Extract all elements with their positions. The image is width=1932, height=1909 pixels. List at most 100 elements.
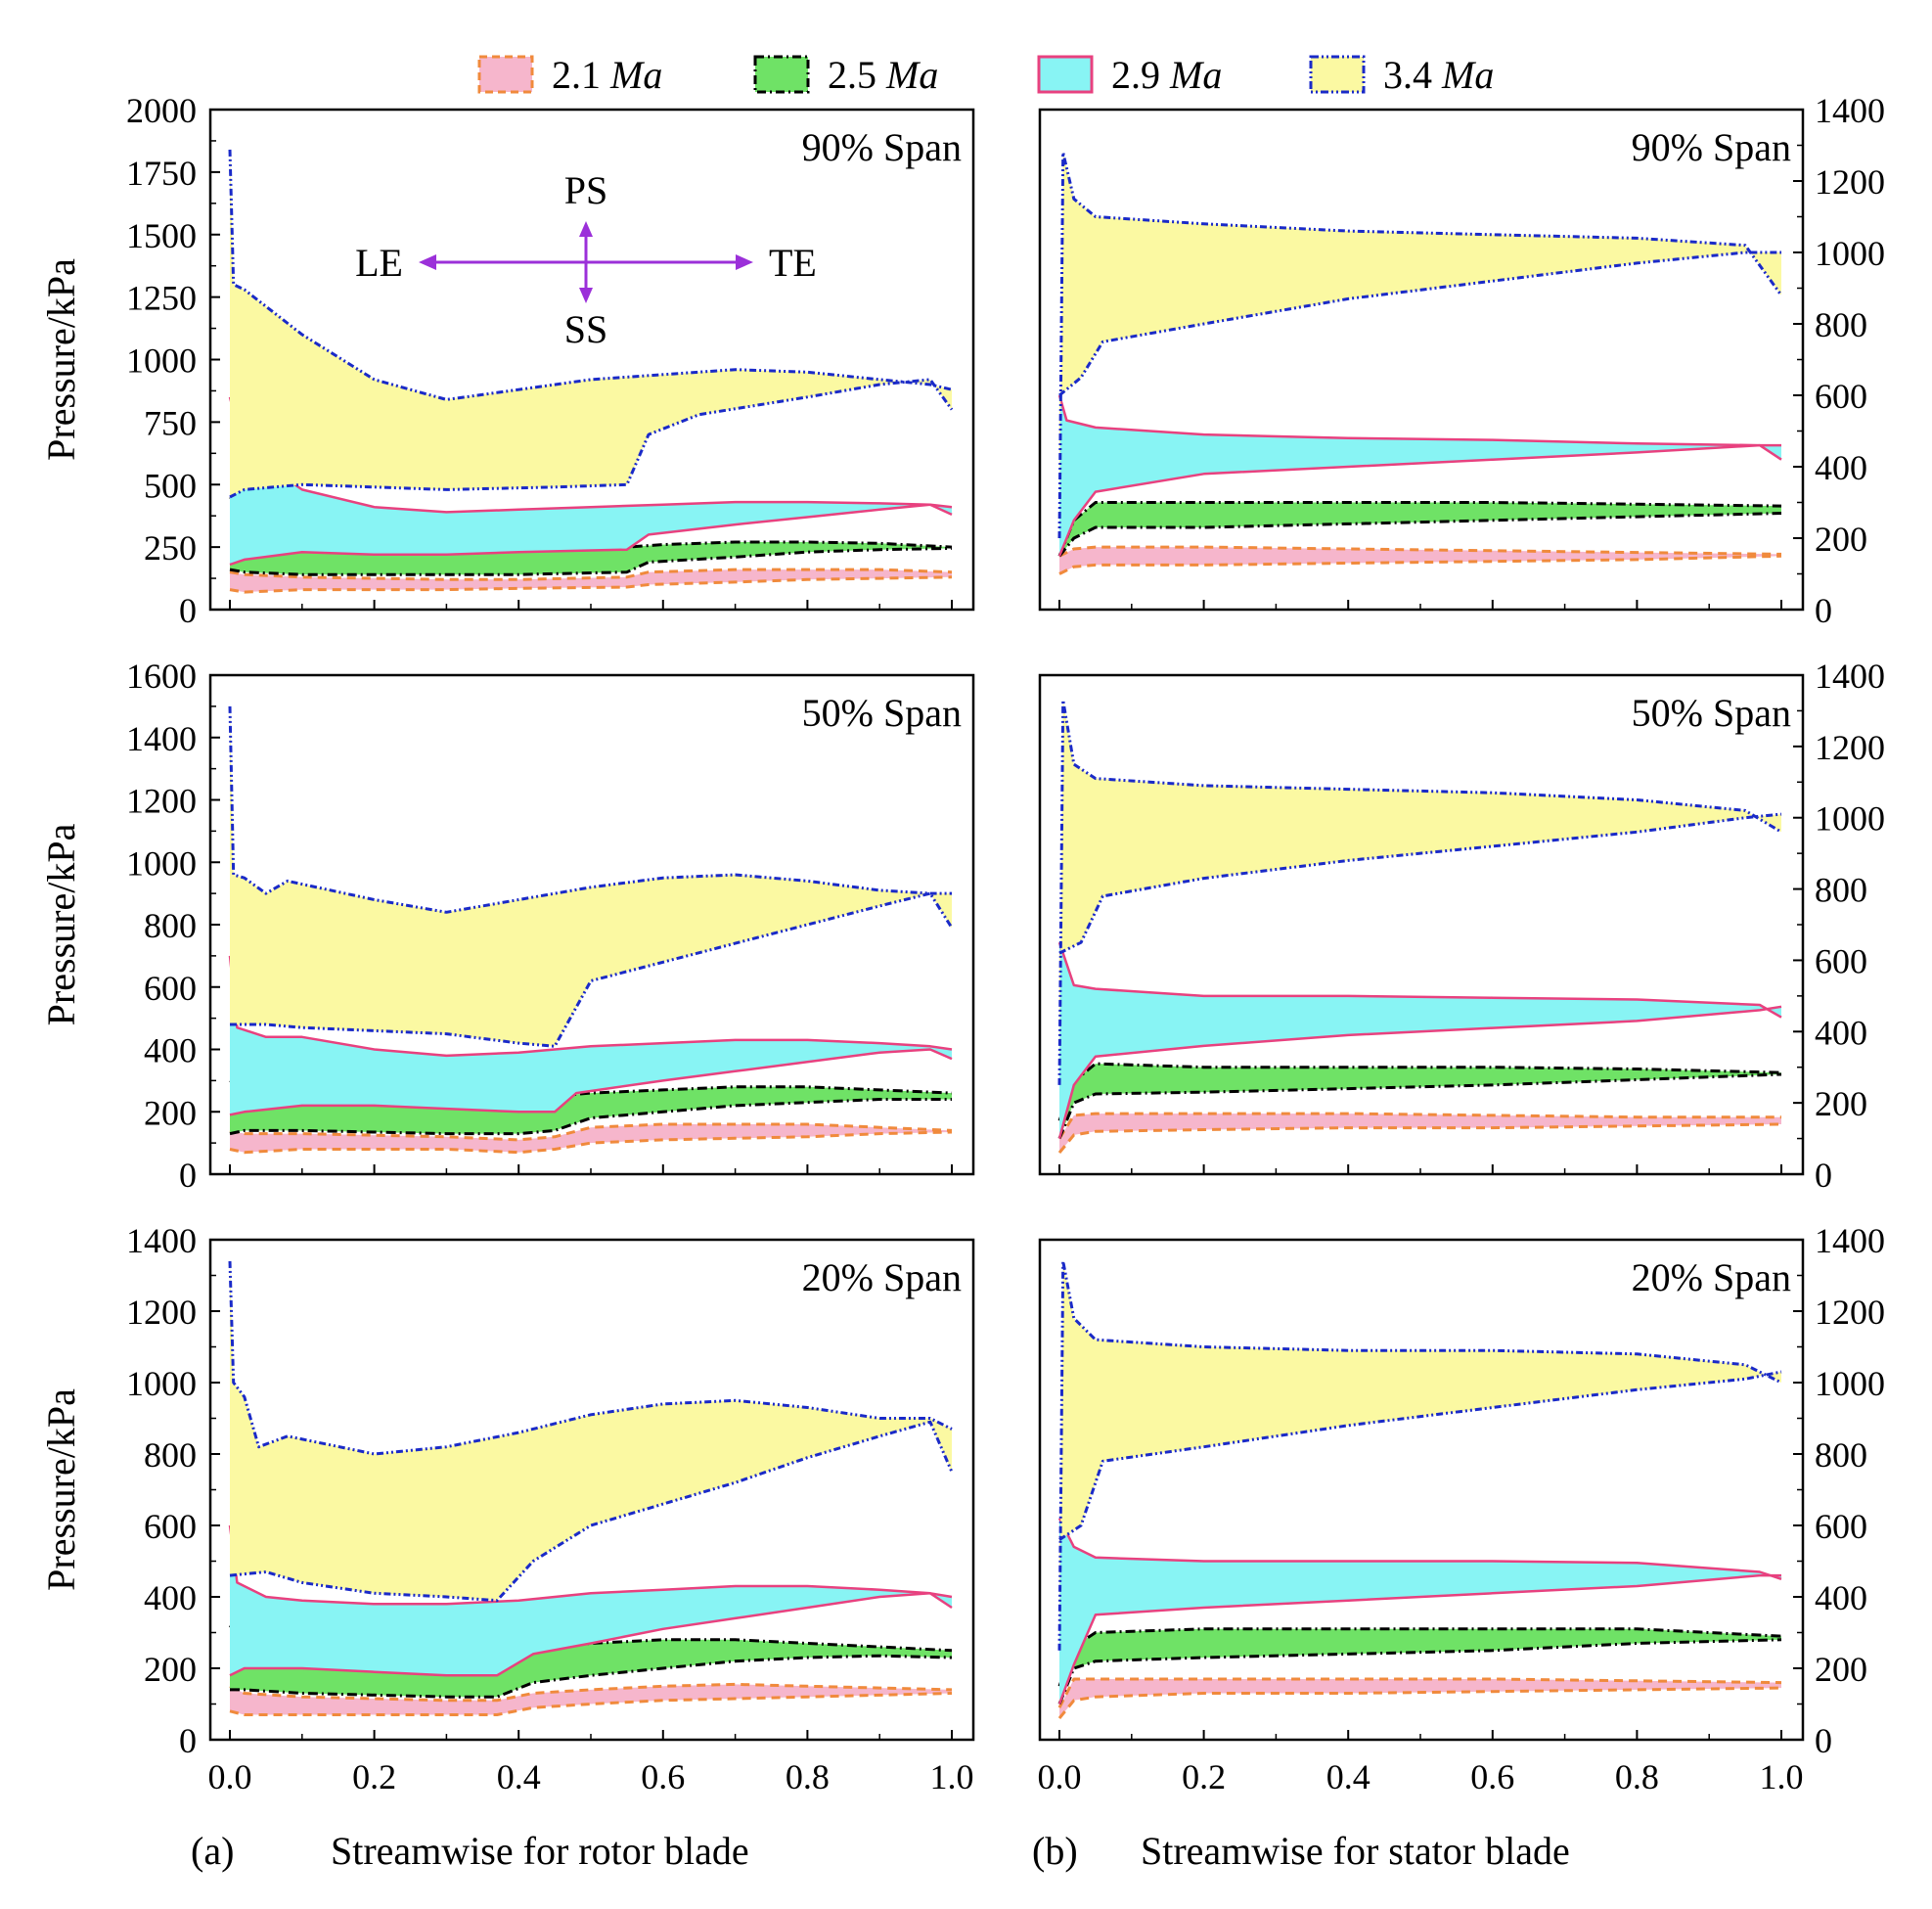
- y-tick-label: 0: [179, 591, 197, 630]
- panel-title: 20% Span: [802, 1255, 962, 1299]
- legend-label-2-1: 2.1 Ma: [552, 53, 662, 97]
- line-upper-3-4-ma: [1057, 699, 1782, 1085]
- line-upper-2-9-ma: [1057, 1518, 1782, 1580]
- plot-area: [228, 149, 954, 594]
- y-tick-label: 800: [1815, 871, 1867, 910]
- panel-rotor-20-span: 0 200 400 600 800 1000 1200 1400 0.0 0.2 0.4 0.6 0.8…: [39, 1221, 975, 1796]
- line-lower-2-9-ma: [229, 1048, 953, 1116]
- band-2-5-ma: [230, 1080, 952, 1134]
- y-tick-label: 600: [144, 1507, 197, 1546]
- x-tick-label: 0.0: [1038, 1757, 1082, 1796]
- line-lower-2-1-ma: [229, 1692, 953, 1716]
- line-lower-2-5-ma: [1057, 1638, 1782, 1705]
- direction-inset: LE TE PS SS: [355, 168, 817, 351]
- band-2-5-ma: [230, 1625, 952, 1698]
- y-tick-label: 1400: [1815, 657, 1885, 696]
- line-lower-3-4-ma: [229, 1420, 954, 1603]
- y-tick-label: 600: [1815, 1507, 1867, 1546]
- y-tick-label: 250: [144, 528, 197, 568]
- band-3-4-ma: [230, 149, 952, 497]
- panel-rotor-50-span: 0 200 400 600 800 1000 1200 1400 1600 50% Span Pre…: [39, 657, 975, 1195]
- line-upper-2-9-ma: [228, 1524, 953, 1606]
- y-tick-label: 200: [144, 1093, 197, 1132]
- band-2-9-ma: [230, 1525, 952, 1676]
- xlabel-rotor: Streamwise for rotor blade: [331, 1829, 749, 1873]
- xlabel-stator: Streamwise for stator blade: [1141, 1829, 1570, 1873]
- band-2-5-ma: [1059, 1064, 1781, 1139]
- line-lower-2-1-ma: [229, 1130, 953, 1155]
- line-lower-2-9-ma: [229, 503, 953, 567]
- inset-ps-label: PS: [564, 168, 608, 212]
- plot-area: [1057, 151, 1783, 575]
- y-tick-label: 1200: [1815, 728, 1885, 767]
- band-3-4-ma: [1059, 1260, 1781, 1651]
- y-tick-label: 1400: [126, 719, 197, 758]
- axes-frame: [1038, 673, 1805, 1176]
- line-lower-2-5-ma: [1057, 1072, 1782, 1140]
- axes-frame: [1038, 1238, 1805, 1742]
- y-tick-label: 1000: [126, 843, 197, 883]
- line-upper-2-9-ma: [228, 955, 953, 1058]
- y-tick-label: 0: [179, 1721, 197, 1760]
- plot-area: [1057, 1259, 1782, 1720]
- x-tick-label: 0.2: [352, 1757, 396, 1796]
- line-lower-3-4-ma: [1058, 250, 1781, 397]
- line-lower-2-9-ma: [1057, 1005, 1782, 1139]
- le-arrowhead-icon: [419, 254, 436, 270]
- x-tick-label: 0.4: [497, 1757, 541, 1796]
- y-tick-label: 1400: [126, 1221, 197, 1260]
- band-2-1-ma: [230, 1684, 952, 1715]
- inset-ss-label: SS: [564, 307, 608, 351]
- y-tick-label: 2000: [126, 91, 197, 130]
- line-lower-2-5-ma: [229, 546, 953, 576]
- band-2-1-ma: [1059, 1114, 1781, 1154]
- band-2-9-ma: [230, 396, 952, 565]
- ps-arrowhead-icon: [579, 221, 593, 237]
- band-3-4-ma: [230, 705, 952, 1047]
- plot-area: [228, 1260, 954, 1716]
- legend: 2.1 Ma 2.5 Ma 2.9 Ma 3.4 Ma: [477, 53, 1494, 97]
- x-tick-label: 1.0: [1760, 1757, 1804, 1796]
- y-tick-label: 0: [1815, 591, 1832, 630]
- y-tick-label: 1400: [1815, 1221, 1885, 1260]
- y-tick-label: 200: [1815, 1650, 1867, 1689]
- line-upper-2-9-ma: [1057, 941, 1782, 1019]
- line-lower-2-1-ma: [1058, 554, 1782, 575]
- line-lower-2-1-ma: [229, 575, 953, 594]
- inset-te-label: TE: [769, 241, 817, 285]
- x-tick-label: 0.8: [786, 1757, 830, 1796]
- panel-title: 50% Span: [1632, 691, 1791, 735]
- y-tick-label: 1750: [126, 154, 197, 193]
- y-tick-label: 1200: [1815, 1293, 1885, 1332]
- y-tick-label: 1250: [126, 279, 197, 318]
- line-upper-3-4-ma: [1057, 151, 1783, 539]
- te-arrowhead-icon: [736, 254, 753, 270]
- y-tick-label: 1400: [1815, 91, 1885, 130]
- panel-stator-90-span: 0 200 400 600 800 1000 1200 1400 90% Span: [1038, 91, 1885, 630]
- y-tick-label: 600: [1815, 941, 1867, 980]
- y-tick-label: 1000: [1815, 799, 1885, 839]
- panel-title: 50% Span: [802, 691, 962, 735]
- line-upper-3-4-ma: [228, 1260, 953, 1456]
- y-tick-label: 0: [179, 1156, 197, 1195]
- line-upper-2-1-ma: [229, 1682, 953, 1703]
- y-tick-label: 800: [1815, 1435, 1867, 1475]
- plot-area: [228, 705, 954, 1155]
- plot-area: [1057, 699, 1782, 1155]
- y-tick-label: 1600: [126, 657, 197, 696]
- y-tick-label: 1200: [126, 1293, 197, 1332]
- y-tick-label: 1000: [1815, 1364, 1885, 1403]
- line-upper-2-1-ma: [1057, 1112, 1781, 1140]
- line-lower-2-9-ma: [1057, 1573, 1781, 1704]
- y-tick-label: 750: [144, 403, 197, 442]
- x-tick-label: 0.8: [1615, 1757, 1659, 1796]
- line-upper-2-9-ma: [1057, 394, 1782, 461]
- legend-label-2-5: 2.5 Ma: [828, 53, 938, 97]
- x-tick-label: 1.0: [930, 1757, 974, 1796]
- band-2-9-ma: [1059, 395, 1781, 557]
- line-upper-2-1-ma: [229, 1122, 953, 1142]
- panel-title: 90% Span: [802, 125, 962, 169]
- band-3-4-ma: [230, 1260, 952, 1601]
- line-upper-2-1-ma: [1058, 545, 1782, 558]
